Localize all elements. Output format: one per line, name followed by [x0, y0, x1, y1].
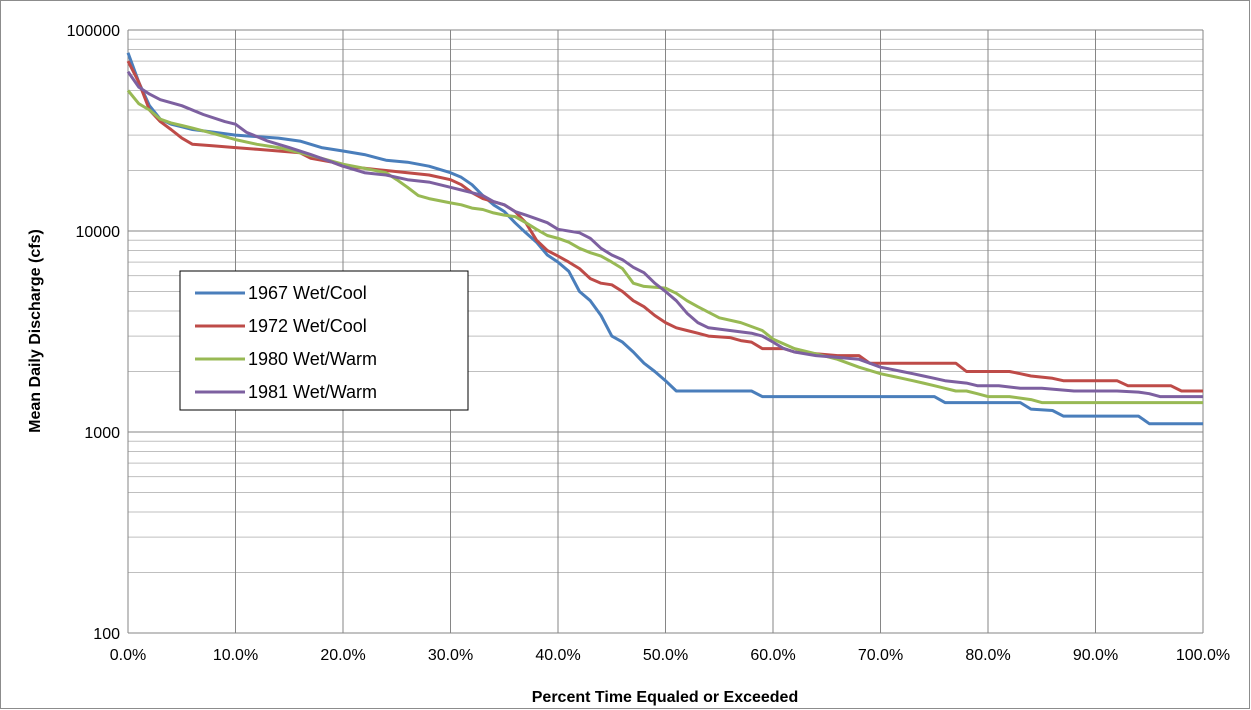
x-tick-label: 60.0%: [750, 647, 795, 664]
legend-label-4: 1981 Wet/Warm: [248, 382, 377, 402]
x-tick-label: 90.0%: [1073, 647, 1118, 664]
x-tick-label: 20.0%: [320, 647, 365, 664]
x-tick-label: 10.0%: [213, 647, 258, 664]
series-layer: [126, 52, 1203, 426]
x-tick-labels: 0.0% 10.0% 20.0% 30.0% 40.0% 50.0% 60.0% 70.0% 8…: [110, 647, 1230, 664]
y-tick-label: 10000: [76, 224, 121, 241]
series-line-4: [126, 70, 1203, 399]
y-tick-label: 1000: [84, 425, 120, 442]
x-tick-label: 30.0%: [428, 647, 473, 664]
x-tick-label: 70.0%: [858, 647, 903, 664]
x-tick-label: 100.0%: [1176, 647, 1230, 664]
y-axis-title: Mean Daily Discharge (cfs): [27, 229, 44, 433]
x-tick-label: 40.0%: [535, 647, 580, 664]
x-tick-label: 80.0%: [965, 647, 1010, 664]
x-axis-title: Percent Time Equaled or Exceeded: [532, 689, 798, 706]
legend: 1967 Wet/Cool 1972 Wet/Cool 1980 Wet/Warm 1…: [179, 270, 469, 411]
x-tick-label: 50.0%: [643, 647, 688, 664]
legend-label-1: 1967 Wet/Cool: [248, 283, 367, 303]
x-tick-label: 0.0%: [110, 647, 146, 664]
legend-label-2: 1972 Wet/Cool: [248, 316, 367, 336]
y-tick-labels: 100 1000 10000 100000: [67, 23, 120, 643]
plot-frame: [127, 30, 1203, 634]
legend-label-3: 1980 Wet/Warm: [248, 349, 377, 369]
y-tick-label: 100000: [67, 23, 120, 40]
y-tick-label: 100: [93, 626, 120, 643]
